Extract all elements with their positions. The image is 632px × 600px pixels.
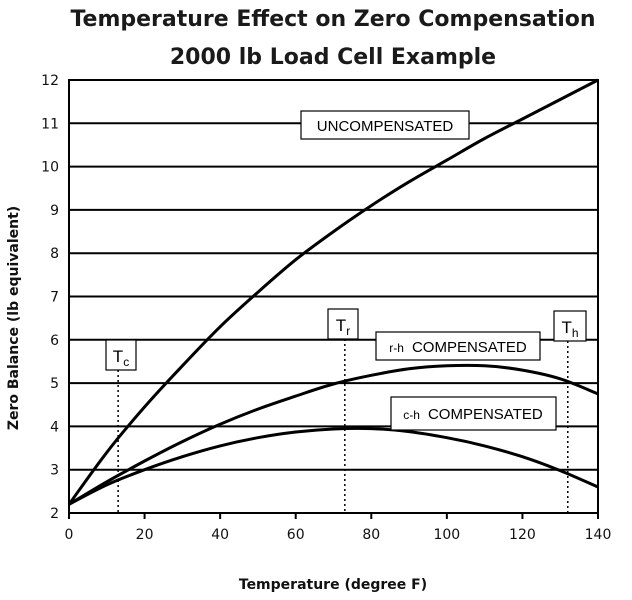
marker-tr-letter: T [336,316,346,335]
chart-subtitle: 2000 lb Load Cell Example [170,45,496,70]
series-uncompensated [67,78,599,506]
x-tick-label: 60 [287,527,305,543]
marker-tr-sub: r [346,324,350,338]
series-rh-compensated [68,363,599,506]
annotation-ch-compensated: c-h COMPENSATED [390,396,557,431]
annotation-uncompensated: UNCOMPENSATED [300,110,470,140]
x-tick-labels: 0 20 40 60 80 100 120 140 [65,513,612,543]
annotation-rh-text: r-h COMPENSATED [389,339,527,356]
x-tick-label: 140 [585,527,612,543]
y-tick-label: 2 [50,506,59,522]
grid [69,79,598,514]
y-tick-label: 3 [50,463,59,479]
y-tick-label: 11 [41,116,59,132]
annotation-rh-prefix: r-h [389,341,404,355]
x-tick-label: 120 [509,527,536,543]
y-tick-labels: 2 3 4 5 6 7 8 9 10 11 12 [41,73,59,522]
marker-lines [117,339,569,513]
chart-title: Temperature Effect on Zero Compensation [70,7,595,32]
x-tick-label: 80 [362,527,380,543]
y-tick-label: 8 [50,246,59,262]
marker-th-label: Th [561,318,578,340]
marker-tc-label: Tc [113,347,129,369]
y-tick-label: 4 [50,419,59,435]
annotation-ch-label: COMPENSATED [428,406,543,423]
marker-tr-label: Tr [336,316,350,338]
plot-frame [68,79,599,514]
y-tick-label: 5 [50,376,59,392]
curves [67,78,599,506]
marker-tr: Tr [327,308,359,340]
series-ch-compensated [68,426,599,506]
marker-tc-letter: T [113,347,123,366]
y-axis-label: Zero Balance (lb equivalent) [6,206,22,430]
marker-tc: Tc [105,339,137,371]
y-tick-label: 6 [50,333,59,349]
annotation-ch-text: c-h COMPENSATED [403,406,543,423]
x-tick-label: 20 [136,527,154,543]
y-tick-label: 9 [50,203,59,219]
y-tick-label: 7 [50,290,59,306]
marker-th: Th [553,310,587,342]
y-tick-label: 12 [41,73,59,89]
annotation-ch-prefix: c-h [403,408,420,422]
x-tick-label: 40 [211,527,229,543]
annotation-rh-label: COMPENSATED [412,339,527,356]
y-tick-label: 10 [41,160,59,176]
marker-th-sub: h [572,326,579,340]
annotation-rh-compensated: r-h COMPENSATED [375,331,541,361]
x-tick-label: 0 [65,527,74,543]
x-axis-label: Temperature (degree F) [239,577,427,593]
marker-tc-sub: c [123,355,129,369]
x-tick-label: 100 [433,527,460,543]
annotation-uncompensated-label: UNCOMPENSATED [317,118,454,135]
marker-th-letter: T [561,318,571,337]
